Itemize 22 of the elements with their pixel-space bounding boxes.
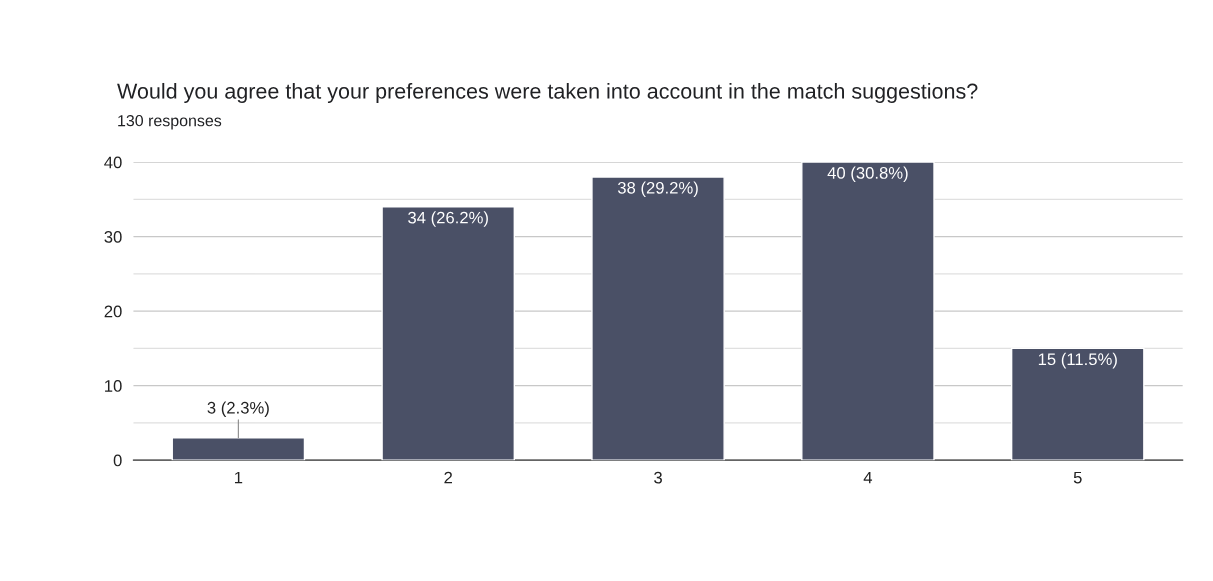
y-tick-label: 30 [104, 231, 122, 243]
bar [591, 176, 725, 461]
x-tick-label: 2 [444, 471, 452, 484]
bar [801, 162, 935, 461]
x-tick-label: 4 [863, 471, 873, 484]
x-tick-label: 3 [654, 471, 662, 484]
data-label: 3 (2.3%) [207, 401, 269, 417]
bar [381, 206, 516, 461]
data-label: 40 (30.8%) [827, 166, 908, 183]
y-tick-label: 40 [104, 156, 122, 169]
chart-subtitle: 130 responses [118, 114, 222, 130]
y-tick-label: 20 [104, 305, 122, 318]
bar [1010, 347, 1145, 461]
y-tick-label: 0 [113, 454, 122, 467]
x-tick-label: 5 [1073, 471, 1082, 484]
chart-title: Would you agree that your preferences were taken into account in the match suggestions? [117, 82, 978, 104]
x-tick-label: 1 [234, 471, 243, 484]
bar [171, 437, 306, 461]
data-label: 15 (11.5%) [1038, 352, 1117, 369]
y-tick-label: 10 [105, 380, 122, 392]
data-label: 34 (26.2%) [408, 211, 488, 227]
data-label: 38 (29.2%) [617, 181, 698, 197]
